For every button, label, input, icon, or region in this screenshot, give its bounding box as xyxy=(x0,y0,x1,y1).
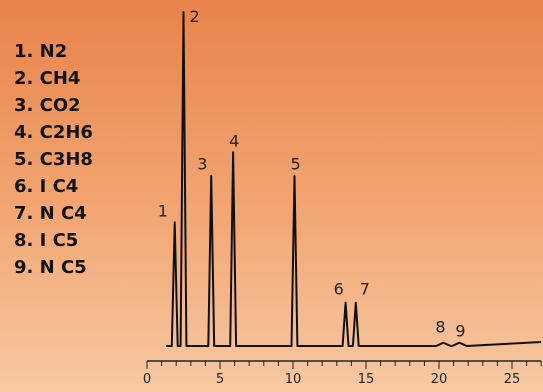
x-tick-label: 5 xyxy=(216,372,224,387)
peak-label: 8 xyxy=(435,318,445,337)
legend-entry: 3. CO2 xyxy=(14,95,81,116)
chromatogram-trace xyxy=(165,11,542,347)
legend-entry: 5. C3H8 xyxy=(14,149,93,170)
peak-label: 7 xyxy=(360,280,370,299)
x-axis-ticks: 0 5 10 15 20 25 xyxy=(143,361,542,387)
peak-label: 6 xyxy=(334,280,344,299)
legend-entry: 8. I C5 xyxy=(14,230,78,251)
legend-entry: 2. CH4 xyxy=(14,68,80,89)
legend-entry: 6. I C4 xyxy=(14,176,78,197)
legend-entry: 7. N C4 xyxy=(14,203,87,224)
peak-label: 5 xyxy=(291,155,301,174)
x-tick-label: 0 xyxy=(143,372,151,387)
peak-label: 3 xyxy=(197,155,207,174)
peak-label: 1 xyxy=(158,201,168,220)
legend-entry: 4. C2H6 xyxy=(14,122,93,143)
peak-label: 4 xyxy=(229,131,239,150)
legend-entry: 1. N2 xyxy=(14,41,67,62)
x-tick-label: 20 xyxy=(431,372,448,387)
legend-entry: 9. N C5 xyxy=(14,257,87,278)
x-tick-label: 10 xyxy=(285,372,302,387)
peak-label: 2 xyxy=(190,7,200,26)
peak-label: 9 xyxy=(455,322,465,341)
x-tick-label: 15 xyxy=(358,372,375,387)
legend: 1. N2 2. CH4 3. CO2 4. C2H6 5. C3H8 6. I C4 7.… xyxy=(14,41,93,278)
x-tick-label: 25 xyxy=(504,372,521,387)
